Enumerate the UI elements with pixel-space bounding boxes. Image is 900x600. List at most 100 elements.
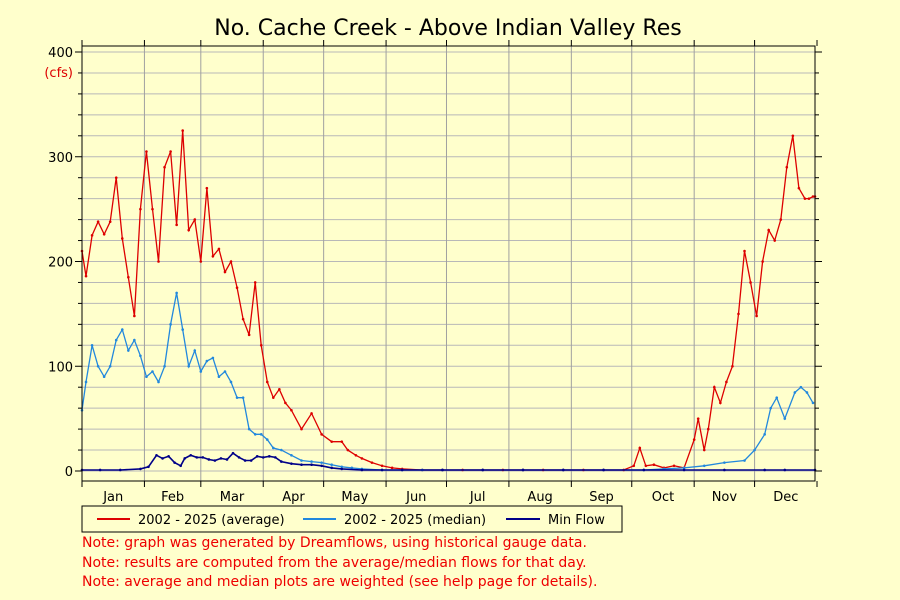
data-point-average bbox=[163, 165, 166, 169]
data-point-min-flow bbox=[183, 457, 187, 460]
data-point-average bbox=[241, 317, 245, 321]
data-point-average bbox=[767, 228, 770, 232]
data-point-average bbox=[272, 396, 275, 399]
data-point-average bbox=[145, 150, 148, 153]
data-point-average bbox=[737, 312, 740, 316]
data-point-average bbox=[797, 186, 801, 190]
data-point-average bbox=[354, 453, 358, 457]
y-tick-label: 100 bbox=[48, 360, 73, 375]
data-point-median bbox=[682, 466, 686, 470]
data-point-min-flow bbox=[195, 456, 199, 459]
data-point-average bbox=[290, 408, 293, 412]
data-point-median bbox=[139, 354, 142, 358]
data-point-average bbox=[652, 463, 656, 467]
data-point-average bbox=[320, 433, 323, 436]
data-point-average bbox=[390, 466, 394, 470]
data-point-min-flow bbox=[155, 453, 158, 457]
y-tick-label: 0 bbox=[65, 465, 73, 480]
data-point-min-flow bbox=[255, 455, 259, 458]
chart-axes bbox=[75, 40, 822, 487]
data-point-min-flow bbox=[201, 456, 205, 459]
data-point-average bbox=[300, 427, 303, 431]
data-point-median bbox=[350, 466, 354, 470]
data-point-min-flow bbox=[763, 468, 766, 472]
x-tick-label-dec: Dec bbox=[773, 490, 798, 505]
data-point-median bbox=[723, 461, 726, 464]
data-point-min-flow bbox=[682, 468, 686, 472]
data-point-average bbox=[811, 195, 815, 198]
data-point-min-flow bbox=[167, 455, 170, 458]
data-point-median bbox=[181, 328, 184, 331]
data-point-min-flow bbox=[139, 467, 142, 471]
data-point-median bbox=[90, 344, 94, 347]
y-tick-label: 300 bbox=[48, 151, 73, 166]
data-point-min-flow bbox=[267, 455, 271, 458]
note-line: Note: graph was generated by Dreamflows,… bbox=[82, 535, 587, 551]
data-point-average bbox=[211, 254, 215, 258]
data-point-average bbox=[370, 461, 374, 464]
data-point-min-flow bbox=[380, 468, 384, 472]
x-tick-label-nov: Nov bbox=[712, 490, 738, 505]
x-tick-labels: Jan Feb Mar Apr May Jun Jul Aug Sep Oct Nov Dec bbox=[102, 490, 798, 505]
data-point-average bbox=[284, 401, 287, 405]
data-point-average bbox=[84, 274, 88, 278]
data-point-median bbox=[811, 401, 815, 405]
data-point-min-flow bbox=[189, 453, 193, 457]
data-point-min-flow bbox=[481, 468, 485, 472]
data-point-median bbox=[241, 396, 245, 399]
data-point-median bbox=[114, 338, 118, 342]
data-point-median bbox=[163, 364, 166, 368]
data-point-average bbox=[229, 260, 233, 263]
data-point-median bbox=[169, 323, 172, 326]
data-point-average bbox=[278, 387, 281, 391]
data-point-min-flow bbox=[98, 468, 102, 472]
data-point-average bbox=[108, 220, 112, 223]
x-tick-label-jul: Jul bbox=[469, 490, 486, 505]
data-point-average bbox=[175, 223, 178, 227]
data-point-average bbox=[247, 333, 251, 337]
data-point-median bbox=[199, 370, 203, 373]
data-point-median bbox=[133, 338, 136, 342]
x-tick-label-sep: Sep bbox=[589, 490, 614, 505]
data-point-average bbox=[181, 129, 184, 132]
data-point-average bbox=[785, 165, 789, 169]
legend-label-median: 2002 - 2025 (median) bbox=[344, 513, 486, 528]
data-point-median bbox=[265, 438, 269, 441]
data-point-min-flow bbox=[261, 456, 265, 459]
chart-grid bbox=[82, 46, 815, 481]
data-point-min-flow bbox=[360, 468, 364, 472]
data-point-average bbox=[346, 448, 350, 452]
y-tick-label: 200 bbox=[48, 256, 73, 271]
data-point-median bbox=[340, 465, 344, 469]
data-point-average bbox=[713, 385, 716, 389]
data-point-median bbox=[253, 433, 257, 436]
data-point-median bbox=[769, 406, 772, 410]
data-point-median bbox=[259, 433, 263, 436]
series-layer bbox=[80, 129, 817, 472]
data-point-median bbox=[127, 349, 130, 352]
data-point-average bbox=[114, 176, 118, 179]
data-point-average bbox=[96, 220, 100, 223]
data-point-median bbox=[235, 396, 239, 399]
data-point-average bbox=[199, 260, 203, 263]
data-point-min-flow bbox=[602, 468, 605, 472]
data-point-average bbox=[235, 286, 239, 289]
data-point-min-flow bbox=[330, 466, 334, 470]
data-point-average bbox=[90, 234, 94, 237]
data-point-average bbox=[340, 440, 344, 443]
data-point-median bbox=[310, 460, 313, 463]
data-point-average bbox=[120, 237, 124, 240]
data-point-average bbox=[360, 457, 364, 460]
data-point-median bbox=[330, 463, 334, 467]
data-point-median bbox=[145, 375, 148, 379]
x-tick-label-aug: Aug bbox=[527, 490, 552, 505]
data-point-min-flow bbox=[118, 468, 122, 472]
data-point-min-flow bbox=[219, 457, 223, 460]
note-line: Note: average and median plots are weigh… bbox=[82, 574, 598, 590]
data-point-median bbox=[96, 364, 100, 368]
data-point-average bbox=[157, 260, 160, 263]
data-point-median bbox=[193, 349, 197, 352]
data-point-median bbox=[702, 464, 706, 468]
data-point-average bbox=[807, 197, 811, 200]
